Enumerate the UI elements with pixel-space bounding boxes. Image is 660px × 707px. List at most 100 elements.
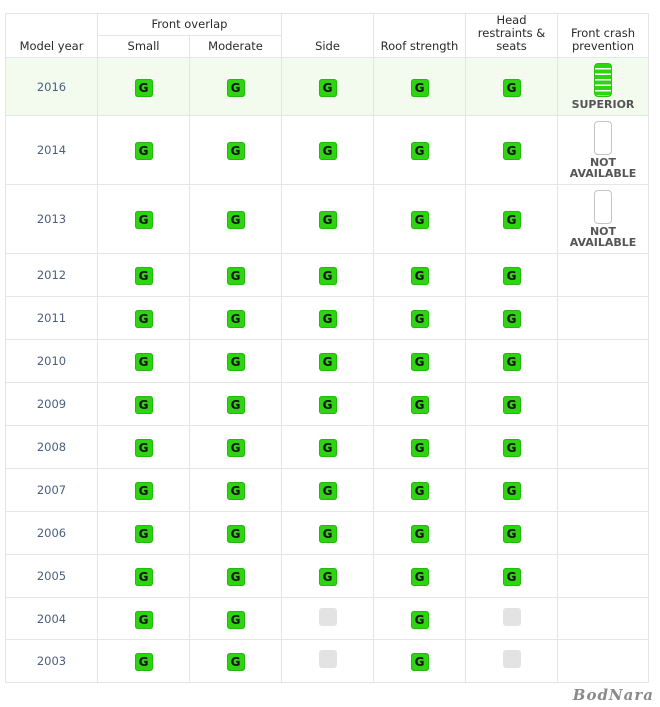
good-rating-badge[interactable]: G: [410, 525, 429, 543]
good-rating-badge[interactable]: G: [226, 142, 245, 160]
model-year-cell[interactable]: 2005: [5, 554, 98, 598]
good-rating-badge[interactable]: G: [502, 353, 521, 371]
good-rating-badge[interactable]: G: [410, 568, 429, 586]
good-rating-badge[interactable]: G: [226, 653, 245, 671]
front-crash-prevention-cell: [557, 296, 649, 340]
good-rating-badge[interactable]: G: [410, 610, 429, 629]
good-rating-badge[interactable]: G: [134, 310, 153, 328]
good-rating-badge[interactable]: G: [318, 142, 337, 160]
front-crash-prevention-cell: [557, 597, 649, 640]
table-row: 2008 G G G G G: [5, 425, 649, 469]
rating-cell-moderate: G: [189, 597, 282, 640]
good-rating-badge[interactable]: G: [502, 568, 521, 586]
rating-cell-moderate: G: [189, 184, 282, 254]
good-rating-badge[interactable]: G: [134, 267, 153, 285]
good-rating-badge[interactable]: G: [318, 525, 337, 543]
good-rating-badge[interactable]: G: [226, 396, 245, 414]
model-year-cell[interactable]: 2007: [5, 468, 98, 512]
good-rating-badge[interactable]: G: [226, 353, 245, 371]
model-year-cell[interactable]: 2012: [5, 253, 98, 297]
good-rating-badge[interactable]: G: [410, 396, 429, 414]
good-rating-badge[interactable]: G: [226, 439, 245, 457]
good-rating-badge[interactable]: G: [134, 396, 153, 414]
good-rating-badge[interactable]: G: [134, 653, 153, 671]
model-year-cell[interactable]: 2004: [5, 597, 98, 640]
rating-cell-moderate: G: [189, 115, 282, 185]
good-rating-badge[interactable]: G: [410, 482, 429, 500]
rating-cell-head: G: [465, 115, 558, 185]
model-year-cell[interactable]: 2014: [5, 115, 98, 185]
good-rating-badge[interactable]: G: [318, 482, 337, 500]
good-rating-badge[interactable]: G: [502, 267, 521, 285]
good-rating-badge[interactable]: G: [410, 353, 429, 371]
model-year-cell[interactable]: 2011: [5, 296, 98, 340]
rating-cell-small: G: [97, 339, 190, 383]
good-rating-badge[interactable]: G: [410, 211, 429, 229]
good-rating-badge[interactable]: G: [410, 653, 429, 671]
good-rating-badge[interactable]: G: [502, 211, 521, 229]
rating-cell-roof: G: [373, 425, 466, 469]
good-rating-badge[interactable]: G: [226, 310, 245, 328]
good-rating-badge[interactable]: G: [134, 610, 153, 629]
header-model-year: Model year: [5, 13, 98, 58]
good-rating-badge[interactable]: G: [226, 610, 245, 629]
good-rating-badge[interactable]: G: [318, 439, 337, 457]
good-rating-badge[interactable]: G: [226, 78, 245, 97]
good-rating-badge[interactable]: G: [410, 142, 429, 160]
good-rating-badge[interactable]: G: [226, 211, 245, 229]
good-rating-badge[interactable]: G: [134, 353, 153, 371]
good-rating-badge[interactable]: G: [134, 482, 153, 500]
good-rating-badge[interactable]: G: [318, 353, 337, 371]
good-rating-badge[interactable]: G: [318, 396, 337, 414]
crash-prevention-rating[interactable]: SUPERIOR: [558, 63, 648, 110]
rating-cell-moderate: G: [189, 511, 282, 555]
front-crash-prevention-cell: [557, 253, 649, 297]
good-rating-badge[interactable]: G: [226, 267, 245, 285]
good-rating-badge[interactable]: G: [410, 267, 429, 285]
front-crash-prevention-cell: [557, 425, 649, 469]
good-rating-badge[interactable]: G: [318, 267, 337, 285]
rating-cell-small: G: [97, 639, 190, 683]
model-year-cell[interactable]: 2016: [5, 57, 98, 116]
rating-cell-small: G: [97, 253, 190, 297]
rating-cell-side: G: [281, 184, 374, 254]
model-year-cell[interactable]: 2009: [5, 382, 98, 426]
good-rating-badge[interactable]: G: [502, 482, 521, 500]
good-rating-badge[interactable]: G: [502, 525, 521, 543]
rating-cell-small: G: [97, 425, 190, 469]
good-rating-badge[interactable]: G: [502, 142, 521, 160]
model-year-cell[interactable]: 2006: [5, 511, 98, 555]
rating-cell-head: G: [465, 253, 558, 297]
good-rating-badge[interactable]: G: [318, 310, 337, 328]
good-rating-badge[interactable]: G: [134, 568, 153, 586]
good-rating-badge[interactable]: G: [134, 439, 153, 457]
good-rating-badge[interactable]: G: [134, 78, 153, 97]
crash-prevention-rating[interactable]: NOT AVAILABLE: [558, 121, 648, 179]
good-rating-badge[interactable]: G: [410, 78, 429, 97]
good-rating-badge[interactable]: G: [410, 310, 429, 328]
good-rating-badge[interactable]: G: [318, 211, 337, 229]
good-rating-badge[interactable]: G: [134, 211, 153, 229]
model-year-cell[interactable]: 2010: [5, 339, 98, 383]
good-rating-badge[interactable]: G: [502, 78, 521, 97]
good-rating-badge[interactable]: G: [226, 568, 245, 586]
header-front-overlap: Front overlap: [97, 13, 282, 36]
good-rating-badge[interactable]: G: [226, 525, 245, 543]
good-rating-badge[interactable]: G: [410, 439, 429, 457]
good-rating-badge[interactable]: G: [502, 439, 521, 457]
crash-prevention-rating[interactable]: NOT AVAILABLE: [558, 190, 648, 248]
good-rating-badge[interactable]: G: [318, 568, 337, 586]
good-rating-badge[interactable]: G: [134, 142, 153, 160]
good-rating-badge[interactable]: G: [502, 396, 521, 414]
rating-cell-head: G: [465, 511, 558, 555]
model-year-cell[interactable]: 2008: [5, 425, 98, 469]
model-year-cell[interactable]: 2013: [5, 184, 98, 254]
model-year-cell[interactable]: 2003: [5, 639, 98, 683]
good-rating-badge[interactable]: G: [226, 482, 245, 500]
rating-cell-small: G: [97, 57, 190, 116]
good-rating-badge[interactable]: G: [502, 310, 521, 328]
good-rating-badge[interactable]: G: [134, 525, 153, 543]
rating-cell-head: G: [465, 184, 558, 254]
rating-cell-head: [465, 639, 558, 683]
good-rating-badge[interactable]: G: [318, 78, 337, 97]
